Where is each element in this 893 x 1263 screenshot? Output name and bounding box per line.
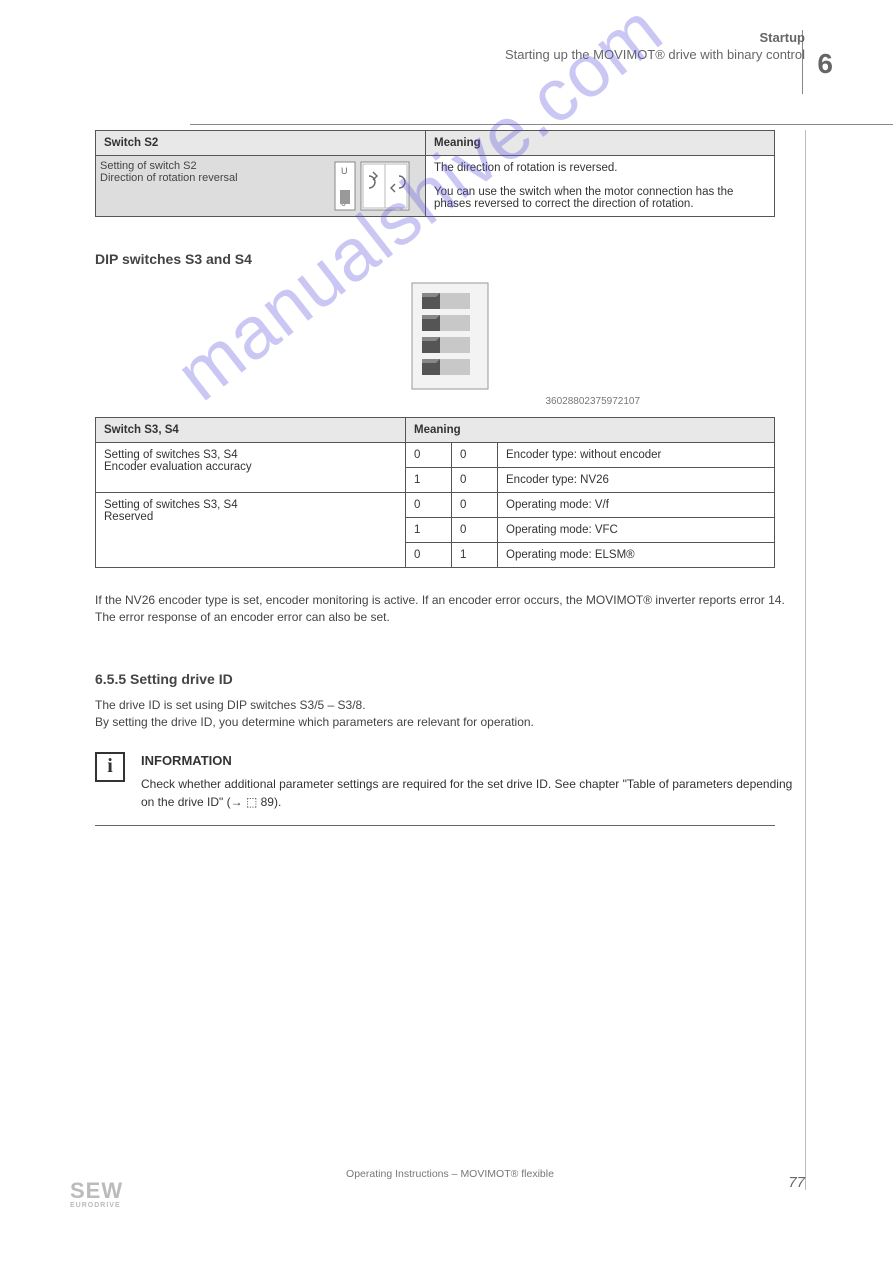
cell-meaning: Operating mode: V/f bbox=[498, 493, 775, 518]
table-row: Setting of switches S3, S4 Reserved 0 0 … bbox=[96, 493, 775, 518]
cell-meaning: The direction of rotation is reversed. Y… bbox=[426, 156, 775, 217]
cell-s3: 0 bbox=[406, 493, 452, 518]
info-title: INFORMATION bbox=[141, 752, 805, 771]
table-switch-s3-s4: Switch S3, S4 Meaning Setting of switche… bbox=[95, 417, 775, 568]
cell-meaning: Operating mode: VFC bbox=[498, 518, 775, 543]
cell-s3: 0 bbox=[406, 443, 452, 468]
cell-s3: 1 bbox=[406, 518, 452, 543]
subsection-heading: 6.5.5 Setting drive ID bbox=[95, 671, 805, 687]
table-row: Setting of switch S2 Direction of rotati… bbox=[96, 156, 775, 217]
sew-logo: SEW EURODRIVE bbox=[70, 1178, 123, 1209]
cell-s4: 0 bbox=[452, 518, 498, 543]
table-header-row: Switch S3, S4 Meaning bbox=[96, 418, 775, 443]
cell-s4: 1 bbox=[452, 543, 498, 568]
cell-s3: 1 bbox=[406, 468, 452, 493]
meaning-text: The direction of rotation is reversed. Y… bbox=[434, 162, 766, 210]
dip-single-icon: U 0 bbox=[331, 160, 421, 212]
dip-caption: 36028802375972107 bbox=[260, 396, 640, 407]
cell-s4: 0 bbox=[452, 493, 498, 518]
cell-meaning: Operating mode: ELSM® bbox=[498, 543, 775, 568]
logo-text: SEW bbox=[70, 1178, 123, 1203]
switch-label: Setting of switch S2 Direction of rotati… bbox=[100, 160, 321, 184]
cell-s4: 0 bbox=[452, 443, 498, 468]
cell-s3: 0 bbox=[406, 543, 452, 568]
header-line1: Startup bbox=[505, 30, 805, 45]
dip-switch-block-icon bbox=[410, 281, 490, 391]
cell-meaning: Encoder type: NV26 bbox=[498, 468, 775, 493]
info-divider bbox=[95, 825, 775, 826]
logo-subtext: EURODRIVE bbox=[70, 1202, 123, 1209]
page-footer: Operating Instructions – MOVIMOT® flexib… bbox=[95, 1168, 805, 1180]
running-header: Startup Starting up the MOVIMOT® drive w… bbox=[505, 30, 805, 62]
info-text-block: INFORMATION Check whether additional par… bbox=[141, 752, 805, 812]
th-meaning: Meaning bbox=[426, 131, 775, 156]
page-content: Startup Starting up the MOVIMOT® drive w… bbox=[95, 30, 805, 826]
page-number: 77 bbox=[788, 1174, 805, 1191]
table-header-row: Switch S2 Meaning bbox=[96, 131, 775, 156]
label-on: U bbox=[341, 166, 348, 176]
cell-label: Setting of switches S3, S4 Reserved bbox=[96, 493, 406, 568]
header-rule bbox=[190, 124, 893, 125]
right-margin-rule bbox=[805, 130, 806, 1190]
cell-switch-setting: Setting of switch S2 Direction of rotati… bbox=[96, 156, 426, 217]
body-paragraph: If the NV26 encoder type is set, encoder… bbox=[95, 592, 805, 627]
section-heading: DIP switches S3 and S4 bbox=[95, 251, 805, 267]
th-meaning: Meaning bbox=[406, 418, 775, 443]
th-switch: Switch S2 bbox=[96, 131, 426, 156]
header-line2: Starting up the MOVIMOT® drive with bina… bbox=[505, 47, 805, 62]
footer-text: Operating Instructions – MOVIMOT® flexib… bbox=[95, 1168, 805, 1180]
info-box: i INFORMATION Check whether additional p… bbox=[95, 752, 805, 812]
chapter-number: 6 bbox=[817, 48, 833, 80]
subsection-text: The drive ID is set using DIP switches S… bbox=[95, 697, 805, 732]
table-row: Setting of switches S3, S4 Encoder evalu… bbox=[96, 443, 775, 468]
cell-label: Setting of switches S3, S4 Encoder evalu… bbox=[96, 443, 406, 493]
dip-illustration: 36028802375972107 bbox=[95, 281, 805, 407]
info-icon: i bbox=[95, 752, 125, 782]
th-switch: Switch S3, S4 bbox=[96, 418, 406, 443]
table-switch-s2: Switch S2 Meaning Setting of switch S2 D… bbox=[95, 130, 775, 217]
info-body: Check whether additional parameter setti… bbox=[141, 776, 805, 811]
cell-meaning: Encoder type: without encoder bbox=[498, 443, 775, 468]
cell-s4: 0 bbox=[452, 468, 498, 493]
